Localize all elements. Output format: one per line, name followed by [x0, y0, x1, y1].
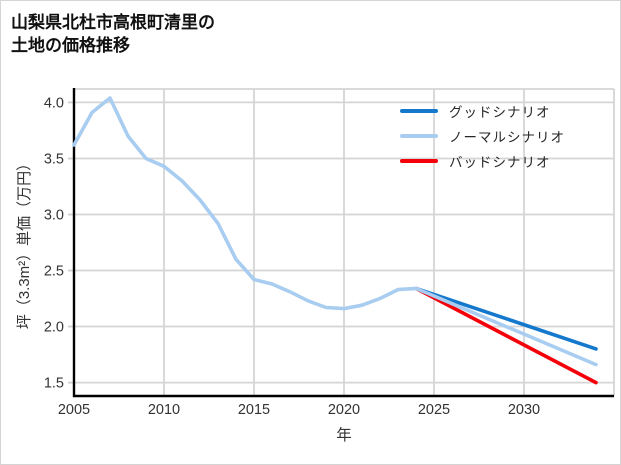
series-line [414, 286, 598, 367]
normal-scenario-line-icon [400, 133, 438, 138]
chart-title-line2: 土地の価格推移 [11, 35, 130, 55]
legend-label-bad: バッドシナリオ [449, 154, 551, 170]
x-tick-label: 2005 [58, 402, 90, 418]
legend-label-good: グッドシナリオ [449, 104, 551, 120]
legend-item-bad: バッドシナリオ [400, 148, 565, 173]
legend-label-normal: ノーマルシナリオ [449, 129, 565, 145]
y-tick-label: 2.0 [44, 320, 64, 336]
y-tick-label: 2.5 [44, 264, 64, 280]
x-tick-label: 2025 [418, 402, 450, 418]
y-tick-label: 3.0 [44, 208, 64, 224]
x-tick-label: 2015 [238, 402, 270, 418]
series-line [414, 286, 598, 385]
chart-title: 山梨県北杜市高根町清里の 土地の価格推移 [11, 12, 215, 58]
x-tick-label: 2020 [328, 402, 360, 418]
y-tick-label: 3.5 [44, 152, 64, 168]
x-tick-label: 2010 [148, 402, 180, 418]
legend-item-good: グッドシナリオ [400, 98, 565, 123]
good-scenario-line-icon [400, 108, 438, 113]
x-axis-label: 年 [336, 426, 352, 444]
bad-scenario-line-icon [400, 158, 438, 163]
series-line [414, 286, 598, 351]
chart-title-line1: 山梨県北杜市高根町清里の [11, 13, 215, 32]
chart-legend: グッドシナリオ ノーマルシナリオ バッドシナリオ [400, 98, 565, 173]
legend-item-normal: ノーマルシナリオ [400, 123, 565, 148]
y-tick-label: 1.5 [44, 376, 64, 392]
y-axis-label: 坪（3.3m²）単価（万円） [16, 156, 33, 329]
series-line [72, 96, 418, 311]
y-tick-label: 4.0 [44, 95, 64, 111]
x-tick-label: 2030 [508, 402, 540, 418]
